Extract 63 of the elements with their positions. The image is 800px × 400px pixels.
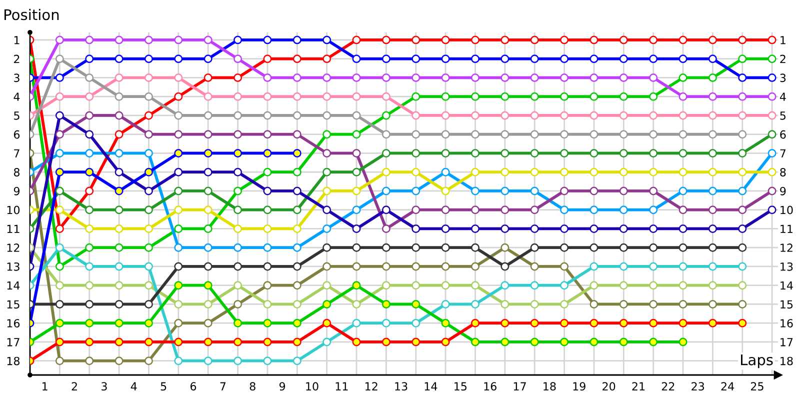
y2-tick-label: 13 <box>780 262 793 271</box>
x-tick-label: 7 <box>220 382 226 390</box>
x-tick-label: 14 <box>424 382 438 390</box>
x-tick-label: 13 <box>395 382 408 391</box>
y-tick-label: 11 <box>7 224 20 233</box>
x-tick-label: 20 <box>602 382 616 391</box>
y-tick-label: 8 <box>14 168 20 176</box>
x-tick-label: 17 <box>514 382 526 390</box>
y-tick-label: 12 <box>7 244 20 252</box>
y2-tick-label: 3 <box>780 74 786 82</box>
x-tick-label: 22 <box>662 382 674 390</box>
y2-tick-label: 12 <box>780 244 792 252</box>
y2-tick-label: 7 <box>780 149 786 158</box>
x-tick-label: 6 <box>190 382 196 391</box>
x-tick-label: 1 <box>42 382 48 390</box>
x-tick-label: 25 <box>750 382 764 391</box>
x-tick-label: 18 <box>544 382 556 391</box>
x-tick-label: 23 <box>692 382 704 391</box>
y2-tick-label: 5 <box>780 112 786 120</box>
y-tick-label: 3 <box>14 74 20 82</box>
y-tick-label: 17 <box>7 338 20 346</box>
y-tick-label: 6 <box>14 130 20 139</box>
y2-tick-label: 16 <box>780 319 793 328</box>
y-tick-label: 2 <box>14 54 20 64</box>
y2-tick-label: 9 <box>780 186 786 196</box>
y-tick-label: 18 <box>7 356 20 366</box>
y2-tick-label: 6 <box>780 130 786 139</box>
x-tick-label: 5 <box>160 382 166 391</box>
y-tick-label: 4 <box>14 92 20 101</box>
x-tick-label: 16 <box>484 382 496 391</box>
y-tick-label: 15 <box>7 300 20 309</box>
y-tick-label: 13 <box>7 262 20 271</box>
x-tick-label: 12 <box>366 382 378 390</box>
y2-tick-label: 1 <box>780 36 786 44</box>
y2-tick-label: 17 <box>780 338 793 346</box>
x-tick-label: 19 <box>573 382 586 391</box>
x-tick-label: 15 <box>454 382 466 391</box>
x-tick-label: 4 <box>130 382 137 390</box>
y-tick-label: 7 <box>14 149 20 158</box>
y2-tick-label: 11 <box>780 224 792 233</box>
y2-tick-label: 18 <box>780 356 793 366</box>
y2-tick-label: 2 <box>780 54 786 64</box>
y2-tick-label: 10 <box>780 206 793 214</box>
y2-tick-label: 8 <box>780 168 786 176</box>
y2-tick-label: 14 <box>780 281 793 290</box>
y-tick-label: 14 <box>7 281 20 290</box>
y-tick-label: 5 <box>14 112 20 120</box>
x-tick-label: 21 <box>632 382 645 390</box>
y-tick-label: 16 <box>7 319 20 328</box>
y2-tick-label: 15 <box>780 300 793 309</box>
y-tick-label: 1 <box>14 36 20 44</box>
x-tick-label: 8 <box>250 382 256 391</box>
y-axis-title: Position <box>4 8 59 20</box>
x-tick-label: 24 <box>721 382 734 390</box>
y2-tick-label: 4 <box>780 92 786 101</box>
y-tick-label: 10 <box>7 206 20 214</box>
y-tick-label: 9 <box>14 186 20 196</box>
x-tick-label: 11 <box>336 382 348 390</box>
x-tick-label: 2 <box>72 382 77 390</box>
x-axis-title: Laps <box>741 354 773 368</box>
x-tick-label: 3 <box>102 382 107 391</box>
x-tick-label: 10 <box>306 382 318 391</box>
x-tick-label: 9 <box>279 382 286 391</box>
